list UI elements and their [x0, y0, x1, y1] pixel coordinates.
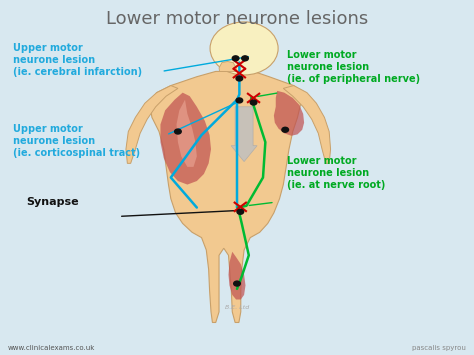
- Circle shape: [236, 76, 243, 81]
- Polygon shape: [219, 61, 237, 71]
- Polygon shape: [150, 71, 303, 322]
- Polygon shape: [176, 100, 197, 167]
- Text: Upper motor
neurone lesion
(ie. corticospinal tract): Upper motor neurone lesion (ie. corticos…: [12, 125, 140, 158]
- Text: Lower motor neurone lesions: Lower motor neurone lesions: [106, 10, 368, 28]
- Circle shape: [237, 209, 244, 214]
- Circle shape: [282, 127, 289, 132]
- Text: B.E. Ltd: B.E. Ltd: [225, 305, 249, 310]
- Circle shape: [242, 56, 248, 61]
- Text: Lower motor
neurone lesion
(ie. at nerve root): Lower motor neurone lesion (ie. at nerve…: [287, 156, 385, 190]
- Text: Lower motor
neurone lesion
(ie. of peripheral nerve): Lower motor neurone lesion (ie. of perip…: [287, 50, 420, 84]
- Text: www.clinicalexams.co.uk: www.clinicalexams.co.uk: [8, 345, 95, 351]
- Circle shape: [250, 100, 257, 105]
- Polygon shape: [283, 86, 330, 163]
- Circle shape: [232, 56, 239, 61]
- Text: pascalis spyrou: pascalis spyrou: [412, 345, 466, 351]
- Circle shape: [174, 129, 181, 134]
- Polygon shape: [160, 93, 211, 185]
- Ellipse shape: [210, 22, 278, 75]
- Text: Upper motor
neurone lesion
(ie. cerebral infarction): Upper motor neurone lesion (ie. cerebral…: [12, 43, 142, 77]
- Text: Synapse: Synapse: [27, 197, 79, 207]
- FancyArrow shape: [231, 107, 257, 162]
- Circle shape: [234, 281, 240, 286]
- Polygon shape: [228, 252, 246, 300]
- Polygon shape: [126, 86, 178, 163]
- Polygon shape: [274, 91, 304, 136]
- Circle shape: [236, 98, 243, 103]
